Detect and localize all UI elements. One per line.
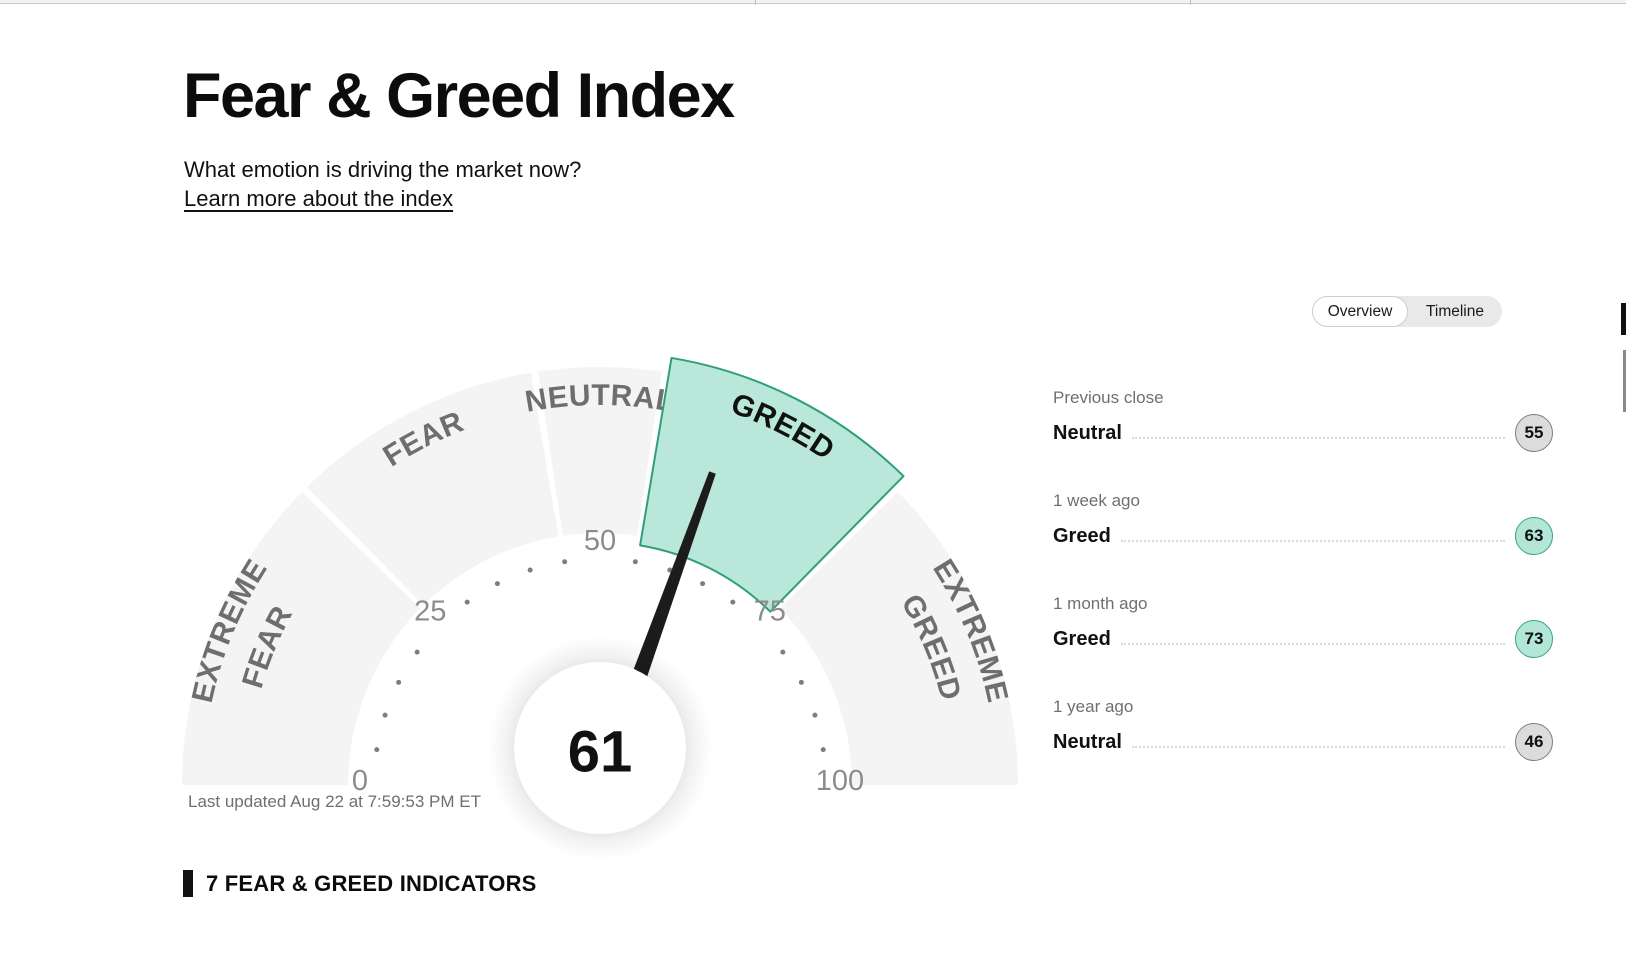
fear-greed-gauge: EXTREMEFEARFEARNEUTRALGREEDEXTREMEGREED0…	[182, 356, 1018, 860]
gauge-tick-dot	[494, 581, 500, 587]
dotted-leader	[1131, 437, 1505, 439]
gauge-tick-label: 0	[352, 765, 368, 797]
history-period: 1 month ago	[1053, 594, 1148, 613]
gauge-tick-dot	[780, 649, 786, 655]
history-value-badge: 63	[1515, 517, 1553, 555]
history-sentiment: Greed	[1053, 627, 1111, 650]
gauge-tick-dot	[730, 599, 736, 605]
top-border	[0, 0, 1626, 5]
history-row-previous-close: Previous close Neutral 55	[1053, 388, 1553, 452]
gauge-segment-extreme-fear	[182, 492, 421, 785]
toggle-overview[interactable]: Overview	[1312, 296, 1408, 327]
toggle-timeline[interactable]: Timeline	[1426, 302, 1484, 320]
right-edge-cropped-element	[1621, 303, 1626, 335]
gauge-tick-dot	[562, 559, 568, 565]
history-sentiment: Neutral	[1053, 730, 1122, 753]
history-row-1-year: 1 year ago Neutral 46	[1053, 697, 1553, 761]
gauge-tick-dot	[798, 679, 804, 685]
gauge-segment-fear	[307, 372, 559, 606]
gauge-tick-dot	[527, 567, 533, 573]
history-period: 1 week ago	[1053, 491, 1140, 510]
gauge-tick-dot	[396, 679, 402, 685]
page-subtitle: What emotion is driving the market now?	[184, 157, 582, 182]
right-edge-cropped-element	[1623, 350, 1626, 412]
dotted-leader	[1120, 540, 1505, 542]
top-border-separator	[1190, 0, 1191, 5]
gauge-tick-label: 75	[754, 595, 786, 627]
gauge-tick-dot	[812, 712, 818, 718]
gauge-segment-extreme-greed	[779, 492, 1018, 785]
last-updated-text: Last updated Aug 22 at 7:59:53 PM ET	[188, 792, 481, 811]
gauge-tick-dot	[414, 649, 420, 655]
gauge-tick-dot	[700, 581, 706, 587]
history-value-badge: 73	[1515, 620, 1553, 658]
gauge-tick-dot	[382, 712, 388, 718]
history-period: 1 year ago	[1053, 697, 1134, 716]
section-accent-bar	[183, 870, 193, 897]
gauge-tick-dot	[374, 747, 380, 753]
gauge-tick-dot	[464, 599, 470, 605]
indicators-section-header: 7 FEAR & GREED INDICATORS	[183, 870, 537, 897]
section-title: 7 FEAR & GREED INDICATORS	[206, 870, 537, 896]
history-period: Previous close	[1053, 388, 1164, 407]
gauge-tick-label: 50	[584, 525, 616, 557]
history-row-1-week: 1 week ago Greed 63	[1053, 491, 1553, 555]
history-value-badge: 46	[1515, 723, 1553, 761]
page-title: Fear & Greed Index	[183, 61, 735, 131]
view-toggle: Overview Timeline	[1312, 296, 1502, 327]
gauge-tick-dot	[632, 559, 638, 565]
history-row-1-month: 1 month ago Greed 73	[1053, 594, 1553, 658]
learn-more-link[interactable]: Learn more about the index	[184, 186, 454, 211]
gauge-hub	[514, 662, 686, 834]
history-sentiment: Greed	[1053, 524, 1111, 547]
dotted-leader	[1131, 746, 1505, 748]
gauge-tick-label: 25	[414, 595, 446, 627]
top-border-separator	[755, 0, 756, 5]
gauge-tick-dot	[820, 747, 826, 753]
gauge-segment-neutral	[538, 367, 662, 536]
dotted-leader	[1120, 643, 1505, 645]
gauge-value: 61	[568, 720, 633, 785]
history-value-badge: 55	[1515, 414, 1553, 452]
history-panel: Previous close Neutral 55 1 week ago Gre…	[1053, 388, 1553, 800]
gauge-tick-label: 100	[816, 765, 864, 797]
history-sentiment: Neutral	[1053, 421, 1122, 444]
